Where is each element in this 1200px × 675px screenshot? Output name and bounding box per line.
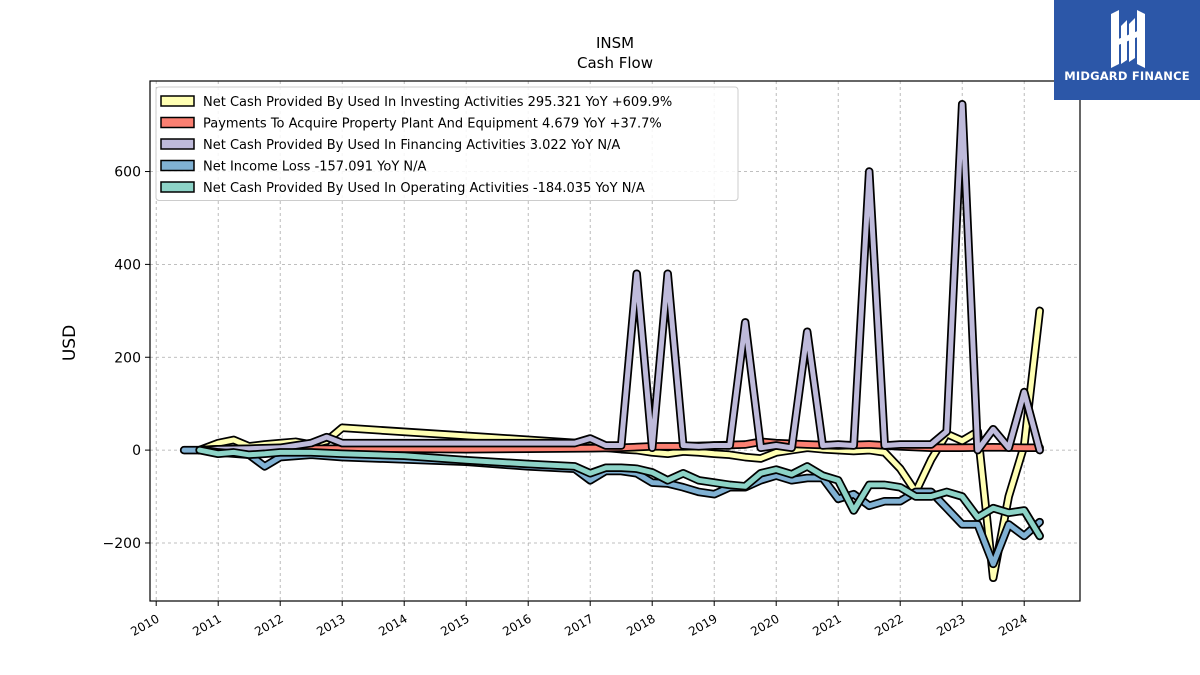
- series-line-2: [197, 101, 1043, 453]
- legend-swatch-4: [160, 181, 195, 193]
- x-tick-label: 2018: [624, 611, 657, 638]
- x-tick-label: 2019: [686, 611, 719, 638]
- brand-name: MIDGARD FINANCE: [1064, 69, 1190, 83]
- x-tick-label: 2017: [562, 611, 595, 638]
- x-tick-label: 2021: [810, 611, 843, 638]
- x-tick-label: 2016: [500, 611, 533, 638]
- y-tick-label: 200: [114, 350, 141, 366]
- x-tick-label: 2020: [748, 611, 781, 638]
- x-tick-label: 2014: [376, 611, 409, 638]
- x-tick-label: 2022: [872, 611, 905, 638]
- chart-title: INSM: [596, 34, 634, 52]
- axis-ticks: 2010 2011 2012 2013 2014 2015 2016 2017 2018 2019…: [103, 165, 1030, 639]
- x-tick-label: 2010: [128, 611, 161, 638]
- plot-frame: [149, 80, 1081, 602]
- x-tick-label: 2015: [438, 611, 471, 638]
- legend-label-4: Net Cash Provided By Used In Operating A…: [203, 181, 645, 196]
- legend-swatch-0: [160, 95, 195, 107]
- x-tick-label: 2013: [314, 611, 347, 638]
- legend-label-2: Net Cash Provided By Used In Financing A…: [203, 138, 620, 153]
- y-tick-label: −200: [103, 536, 141, 552]
- chart-subtitle: Cash Flow: [577, 54, 653, 72]
- brand-logo: MIDGARD FINANCE: [1054, 0, 1200, 100]
- legend-swatch-2: [160, 138, 195, 150]
- x-tick-label: 2023: [934, 611, 967, 638]
- midgard-logo-icon: [1054, 0, 1200, 100]
- legend-label-0: Net Cash Provided By Used In Investing A…: [203, 95, 672, 110]
- y-tick-label: 400: [114, 257, 141, 273]
- legend-box: [155, 86, 739, 201]
- legend-label-1: Payments To Acquire Property Plant And E…: [203, 117, 662, 132]
- series-lines: [179, 99, 1044, 583]
- y-tick-label: 600: [114, 165, 141, 181]
- legend: Net Cash Provided By Used In Investing A…: [155, 86, 739, 201]
- legend-label-3: Net Income Loss -157.091 YoY N/A: [203, 160, 426, 175]
- y-axis-label: USD: [60, 325, 80, 361]
- y-tick-label: 0: [132, 443, 141, 459]
- x-tick-label: 2012: [252, 611, 285, 638]
- series-line-4: [197, 447, 1043, 539]
- legend-swatch-1: [160, 116, 195, 129]
- x-tick-label: 2024: [996, 611, 1029, 638]
- x-tick-label: 2011: [190, 611, 223, 638]
- legend-swatch-3: [160, 159, 195, 172]
